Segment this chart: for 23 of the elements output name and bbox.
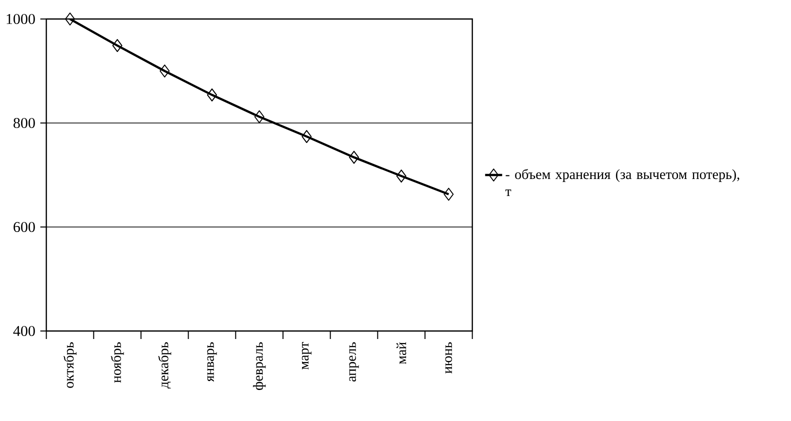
- point: [65, 12, 75, 26]
- y-tick-label: 1000: [6, 14, 35, 24]
- point: [444, 188, 454, 201]
- y-tick-label: 600: [14, 222, 35, 232]
- x-tick-label: январь: [207, 342, 217, 382]
- x-tick-label: май: [396, 342, 406, 364]
- y-tick-label: 800: [14, 118, 35, 128]
- x-tick-label: март: [302, 342, 312, 370]
- x-tick-label: апрель: [349, 342, 359, 382]
- point: [160, 64, 170, 78]
- point: [348, 150, 359, 164]
- x-tick-label: октябрь: [64, 342, 77, 388]
- x-tick-label: ноябрь: [110, 342, 124, 383]
- point: [206, 88, 217, 102]
- point: [302, 130, 312, 144]
- point: [112, 39, 122, 52]
- x-tick-label: декабрь: [158, 342, 172, 389]
- y-tick-label: 400: [13, 326, 35, 336]
- x-tick-label: июнь: [445, 342, 452, 374]
- legend-label: - объем хранения (за вычетом потерь), т: [505, 168, 740, 196]
- point: [396, 170, 406, 183]
- point: [254, 110, 264, 124]
- x-tick-label: февраль: [252, 342, 266, 390]
